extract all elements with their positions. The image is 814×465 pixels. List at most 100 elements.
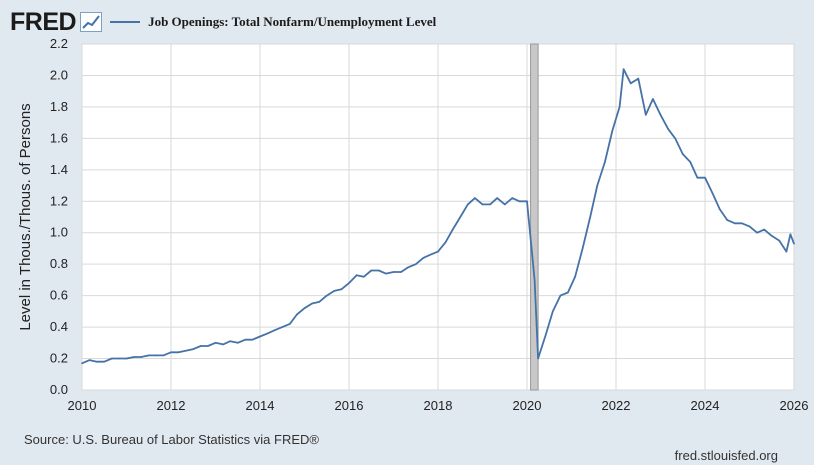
recession-shading — [530, 43, 539, 391]
data-point — [741, 222, 743, 225]
data-point — [200, 345, 202, 347]
fred-logo[interactable]: FRED — [10, 7, 77, 36]
data-point — [704, 176, 706, 179]
chart-header: FRED Job Openings: Total Nonfarm/Unemplo… — [10, 7, 436, 37]
data-point — [604, 161, 606, 163]
y-tick-label: 1.6 — [50, 130, 68, 145]
data-point — [589, 216, 591, 218]
data-point — [385, 272, 387, 275]
y-tick-label: 2.2 — [50, 36, 68, 51]
legend-swatch — [110, 21, 141, 23]
data-point — [103, 360, 106, 363]
data-point — [281, 326, 284, 328]
data-point — [526, 200, 528, 203]
x-tick-label: 2014 — [246, 398, 275, 413]
data-point — [770, 235, 773, 237]
x-tick-label: 2024 — [691, 398, 720, 413]
data-point — [511, 197, 514, 199]
data-point — [444, 241, 447, 243]
data-point — [689, 161, 692, 163]
data-point — [333, 290, 336, 292]
data-point — [674, 137, 676, 140]
data-point — [133, 356, 135, 358]
x-tick-label: 2022 — [602, 398, 631, 413]
data-point — [778, 239, 781, 242]
data-point — [622, 68, 625, 70]
data-point — [785, 250, 788, 253]
chart-trend-icon — [80, 12, 103, 32]
data-point — [207, 345, 209, 347]
data-point — [518, 200, 521, 203]
x-tick-label: 2026 — [780, 398, 809, 413]
data-point — [214, 342, 217, 344]
data-point — [574, 275, 576, 278]
data-point — [567, 291, 569, 294]
data-point — [229, 340, 231, 343]
data-point — [734, 222, 736, 225]
data-point — [503, 203, 506, 206]
y-tick-label: 0.4 — [50, 319, 68, 334]
data-point — [222, 343, 224, 346]
data-point — [596, 184, 599, 187]
data-point — [489, 203, 491, 206]
data-point — [559, 294, 562, 297]
data-point — [266, 332, 269, 335]
data-point — [147, 354, 150, 357]
y-tick-label: 1.0 — [50, 225, 68, 240]
y-tick-label: 0.8 — [50, 256, 68, 271]
y-tick-label: 1.4 — [50, 162, 68, 177]
data-point — [251, 338, 254, 341]
data-point — [95, 360, 98, 363]
data-point — [184, 349, 187, 352]
site-credit[interactable]: fred.stlouisfed.org — [674, 448, 778, 463]
data-point — [629, 82, 632, 85]
data-point — [645, 113, 647, 116]
data-point — [611, 129, 614, 132]
data-point — [318, 301, 320, 303]
data-point — [259, 335, 261, 338]
data-point — [162, 354, 165, 357]
x-tick-label: 2010 — [68, 398, 97, 413]
data-point — [793, 242, 795, 245]
data-point — [474, 197, 476, 199]
data-point — [407, 266, 409, 269]
data-point — [437, 250, 439, 253]
data-point — [667, 128, 669, 130]
data-point — [236, 342, 239, 344]
data-point — [177, 351, 180, 354]
x-tick-label: 2018 — [424, 398, 453, 413]
data-point — [726, 219, 729, 221]
data-point — [192, 348, 195, 350]
x-tick-label: 2012 — [157, 398, 186, 413]
y-tick-label: 0.2 — [50, 351, 68, 366]
data-point — [544, 334, 547, 336]
series-title: Job Openings: Total Nonfarm/Unemployment… — [148, 14, 437, 29]
data-point — [378, 269, 380, 272]
data-point — [581, 247, 584, 250]
data-point — [362, 275, 365, 278]
data-point — [681, 153, 684, 155]
data-point — [303, 307, 306, 310]
data-point — [400, 271, 402, 273]
data-point — [533, 279, 536, 281]
data-point — [392, 271, 395, 273]
data-point — [111, 357, 113, 360]
data-point — [81, 362, 83, 365]
data-point — [481, 203, 484, 206]
data-point — [429, 253, 432, 256]
data-point — [618, 106, 621, 108]
x-tick-label: 2020 — [513, 398, 542, 413]
data-point — [711, 192, 714, 195]
data-point — [296, 313, 298, 316]
data-point — [659, 113, 662, 116]
data-point — [355, 274, 358, 276]
data-point — [88, 359, 91, 361]
data-point — [244, 338, 247, 341]
data-point — [718, 208, 721, 210]
data-point — [496, 197, 498, 199]
data-point — [467, 203, 469, 206]
data-point — [789, 233, 792, 236]
y-tick-label: 0.0 — [50, 382, 68, 397]
data-point — [451, 228, 454, 231]
